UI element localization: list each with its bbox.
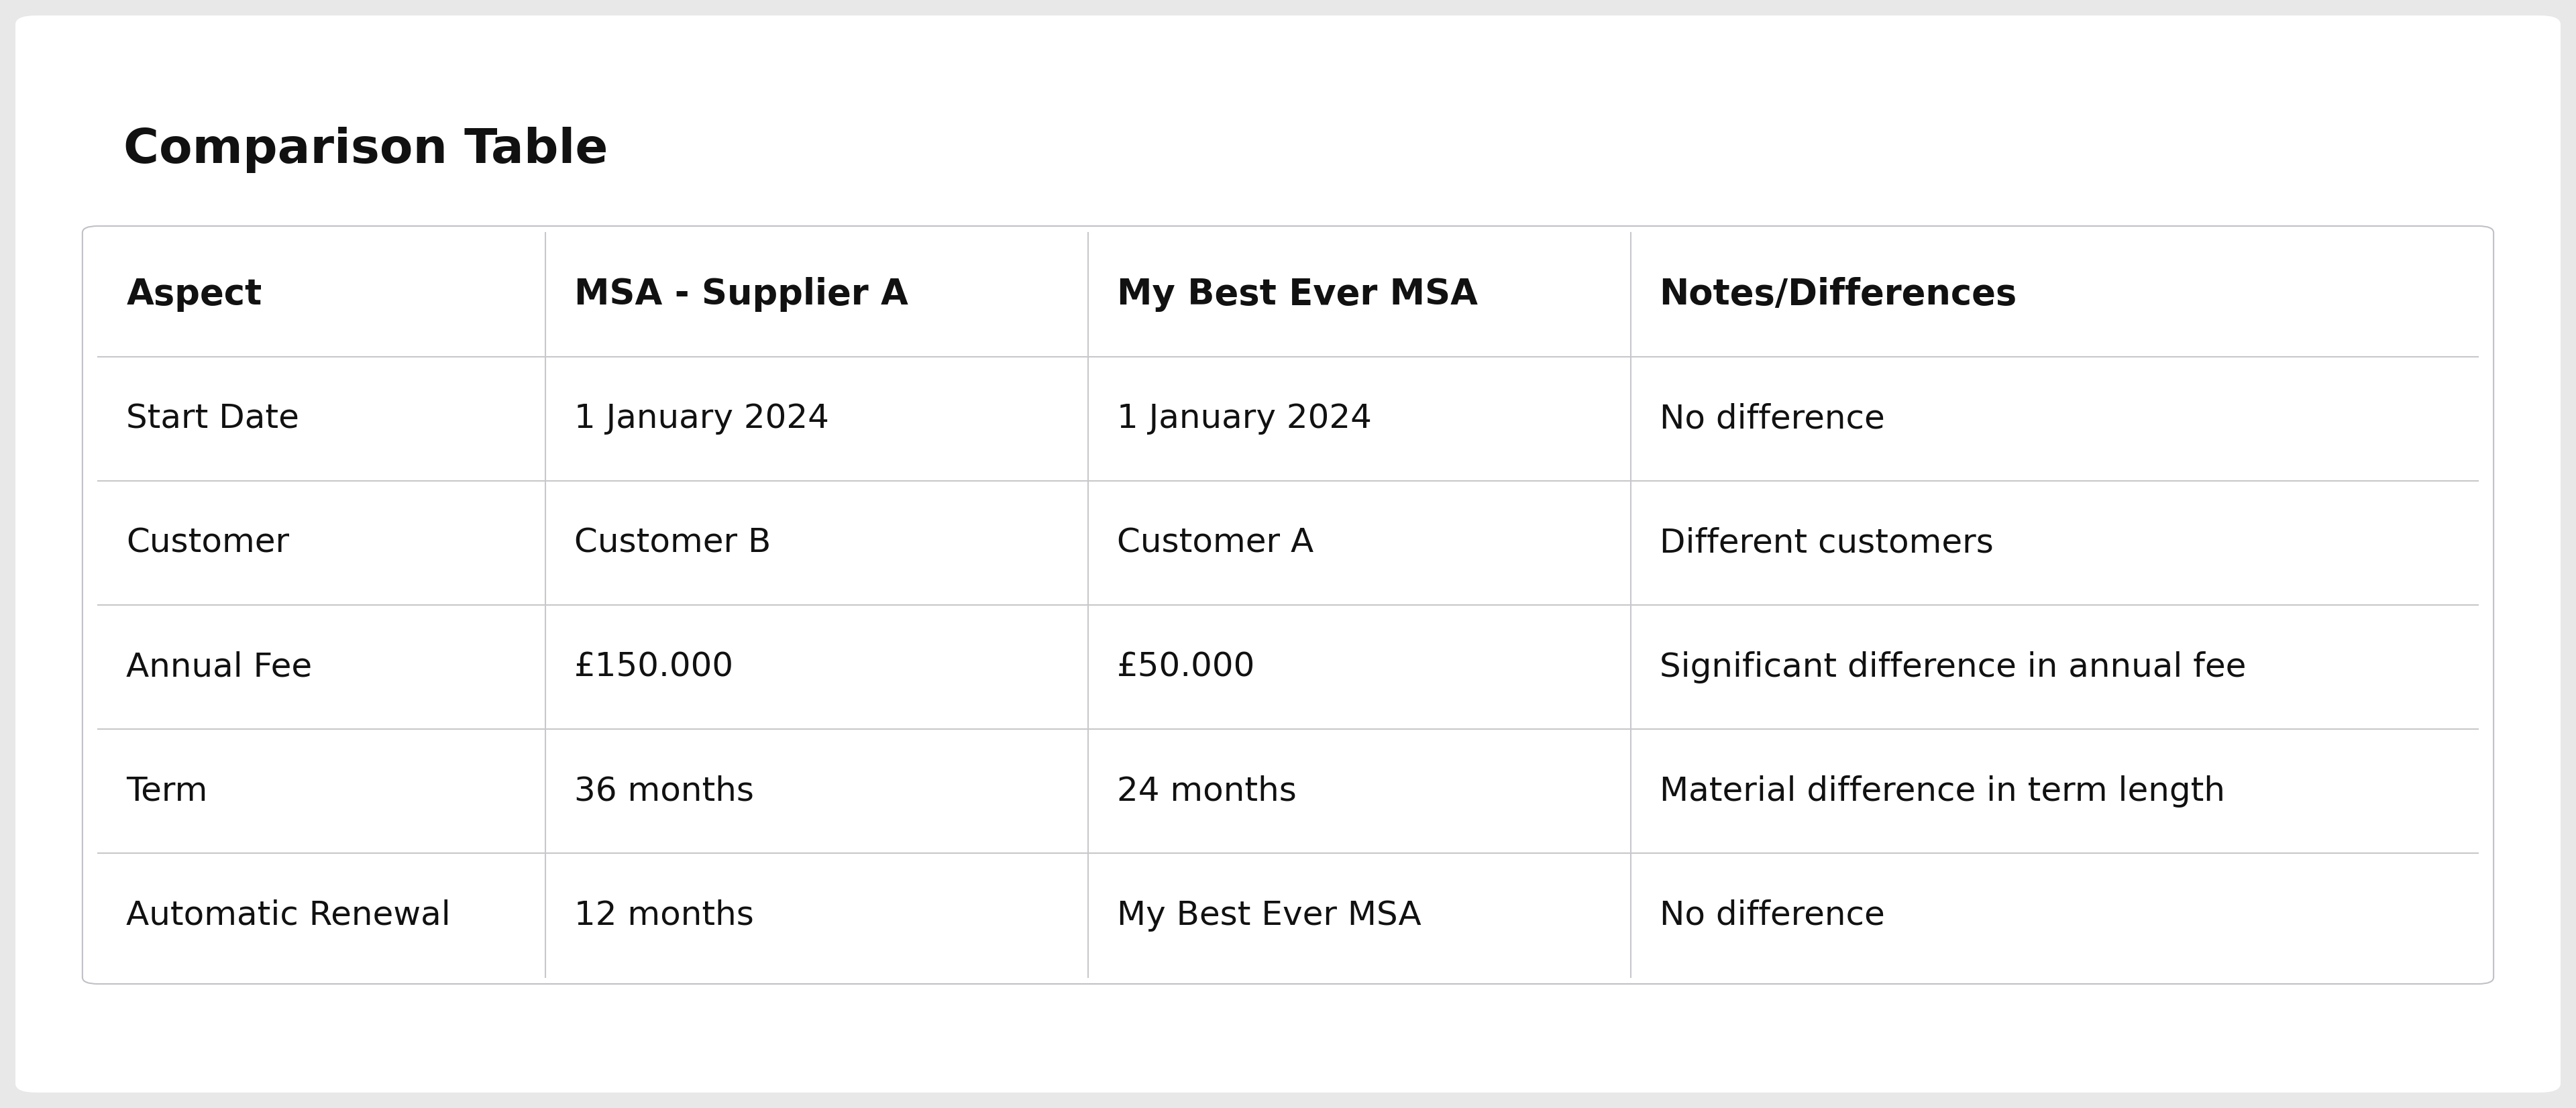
Text: Term: Term (126, 774, 209, 808)
Text: Aspect: Aspect (126, 277, 263, 312)
Text: 1 January 2024: 1 January 2024 (574, 402, 829, 435)
Text: Notes/Differences: Notes/Differences (1659, 277, 2017, 312)
Text: 24 months: 24 months (1115, 774, 1296, 808)
Text: Annual Fee: Annual Fee (126, 650, 312, 684)
Text: Automatic Renewal: Automatic Renewal (126, 899, 451, 932)
Text: Significant difference in annual fee: Significant difference in annual fee (1659, 650, 2246, 684)
Text: Customer A: Customer A (1115, 526, 1314, 560)
Text: MSA - Supplier A: MSA - Supplier A (574, 277, 907, 312)
FancyBboxPatch shape (15, 16, 2561, 1092)
Text: 12 months: 12 months (574, 899, 755, 932)
Text: Start Date: Start Date (126, 402, 299, 435)
Text: My Best Ever MSA: My Best Ever MSA (1115, 277, 1479, 312)
Text: Comparison Table: Comparison Table (124, 126, 608, 173)
Text: 1 January 2024: 1 January 2024 (1115, 402, 1370, 435)
Text: No difference: No difference (1659, 899, 1886, 932)
FancyBboxPatch shape (82, 226, 2494, 984)
Text: Material difference in term length: Material difference in term length (1659, 774, 2226, 808)
Text: 36 months: 36 months (574, 774, 755, 808)
Text: Customer: Customer (126, 526, 289, 560)
Text: £150.000: £150.000 (574, 650, 734, 684)
Text: No difference: No difference (1659, 402, 1886, 435)
Text: Customer B: Customer B (574, 526, 770, 560)
Text: £50.000: £50.000 (1115, 650, 1255, 684)
Text: Different customers: Different customers (1659, 526, 1994, 560)
Text: My Best Ever MSA: My Best Ever MSA (1115, 899, 1422, 932)
